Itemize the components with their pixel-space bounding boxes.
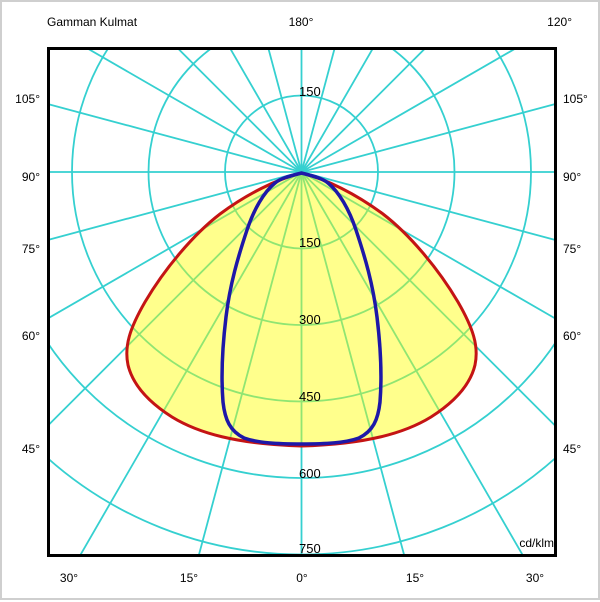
bottom-angle-label-15R: 15° <box>395 571 435 585</box>
radial-scale-600: 600 <box>299 467 321 481</box>
right-angle-label-105: 105° <box>563 92 588 106</box>
radial-scale-300: 300 <box>299 313 321 327</box>
bottom-angle-label-0: 0° <box>282 571 322 585</box>
right-angle-label-60: 60° <box>563 329 581 343</box>
top-angle-label-120: 120° <box>530 15 572 29</box>
left-angle-label-105: 105° <box>2 92 40 106</box>
right-angle-label-45: 45° <box>563 442 581 456</box>
intensity-curves <box>127 173 476 446</box>
top-angle-label-180: 180° <box>280 15 322 29</box>
chart-title: Gamman Kulmat <box>47 15 137 29</box>
radial-scale-150: 150 <box>299 236 321 250</box>
unit-label: cd/klm <box>494 536 554 550</box>
left-angle-label-45: 45° <box>2 442 40 456</box>
left-angle-label-60: 60° <box>2 329 40 343</box>
right-angle-label-75: 75° <box>563 242 581 256</box>
radial-scale-450: 450 <box>299 390 321 404</box>
left-angle-label-75: 75° <box>2 242 40 256</box>
bottom-angle-label-30R: 30° <box>515 571 555 585</box>
bottom-angle-label-15L: 15° <box>169 571 209 585</box>
bottom-angle-label-30L: 30° <box>49 571 89 585</box>
radial-scale-750: 750 <box>299 542 321 556</box>
left-angle-label-90: 90° <box>2 170 40 184</box>
radial-scale-150-top: 150 <box>299 85 321 99</box>
right-angle-label-90: 90° <box>563 170 581 184</box>
